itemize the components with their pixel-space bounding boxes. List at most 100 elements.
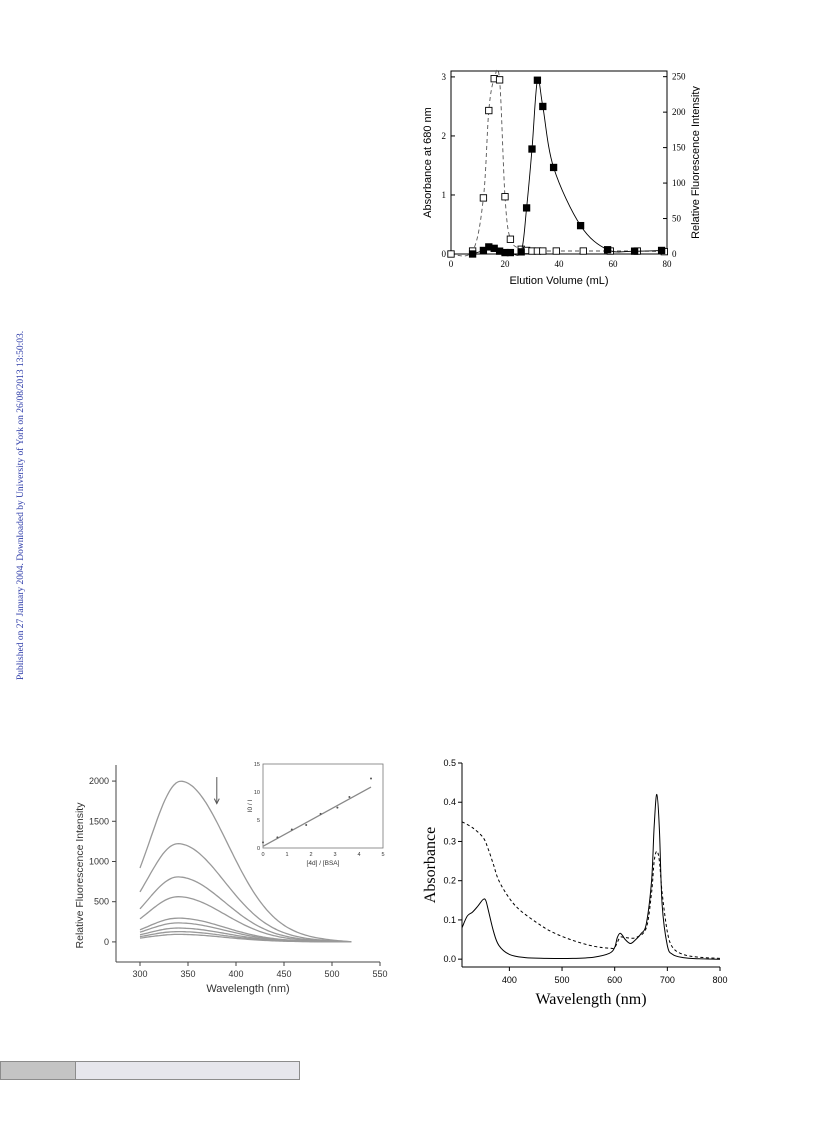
data-point — [506, 235, 515, 243]
inset-x-tick-label: 3 — [333, 852, 336, 858]
inset-data-point — [290, 828, 293, 831]
data-point — [485, 106, 493, 115]
inset-fit-line — [262, 786, 372, 847]
data-point — [468, 250, 477, 258]
emission-curve — [139, 842, 352, 943]
y-axis-label: Absorbance — [422, 827, 439, 903]
x-tick-label: 500 — [324, 969, 339, 979]
y-tick-label: 1000 — [89, 856, 109, 866]
x-tick-label: 60 — [609, 259, 619, 269]
y2-tick-label: 250 — [672, 72, 686, 82]
y-tick-label: 0.0 — [443, 954, 456, 964]
x-tick-label: 800 — [712, 975, 727, 985]
x-axis-label: Wavelength (nm) — [535, 991, 646, 1008]
footer-bar-left — [1, 1062, 76, 1079]
x-tick-label: 40 — [555, 259, 565, 269]
data-point — [549, 163, 558, 172]
footer-bar-right — [76, 1062, 299, 1079]
inset-x-axis-label: [4d] / [BSA] — [307, 860, 340, 867]
data-point — [603, 246, 612, 254]
y-tick-label: 0.4 — [443, 797, 456, 807]
inset-x-tick-label: 2 — [309, 852, 312, 858]
inset-data-point — [305, 824, 308, 827]
inset-data-point — [276, 836, 279, 839]
y2-tick-label: 50 — [672, 214, 682, 224]
y2-tick-label: 150 — [672, 143, 686, 153]
inset-data-point — [370, 777, 372, 780]
series-line-1 — [450, 69, 665, 257]
x-axis-label: Elution Volume (mL) — [509, 275, 608, 287]
x-tick-label: 20 — [501, 259, 511, 269]
x-tick-label: 550 — [372, 969, 387, 979]
data-point — [528, 145, 536, 153]
inset-x-tick-label: 0 — [261, 852, 264, 858]
x-tick-label: 400 — [228, 969, 243, 979]
y2-tick-label: 200 — [672, 107, 686, 117]
y-axis-label: Absorbance at 680 nm — [422, 107, 434, 218]
inset-x-tick-label: 1 — [285, 852, 288, 858]
data-point — [539, 102, 547, 111]
decrease-arrow-head — [213, 798, 220, 805]
y-tick-label: 1500 — [89, 816, 109, 826]
y-tick-label: 3 — [442, 72, 447, 82]
data-point — [517, 248, 525, 256]
inset-data-point — [348, 796, 351, 799]
x-tick-label: 450 — [276, 969, 291, 979]
y-tick-label: 500 — [94, 897, 109, 907]
inset-y-tick-label: 0 — [257, 846, 260, 852]
download-watermark: Published on 27 January 2004. Downloaded… — [4, 270, 26, 690]
data-point — [522, 204, 531, 212]
data-point — [657, 246, 666, 255]
inset-x-tick-label: 4 — [357, 852, 360, 858]
data-point — [630, 247, 639, 255]
x-tick-label: 500 — [555, 975, 570, 985]
x-tick-label: 300 — [132, 969, 147, 979]
inset-data-point — [336, 806, 339, 809]
inset-data-point — [262, 841, 264, 844]
data-point — [495, 76, 504, 84]
emission-curve — [139, 933, 352, 943]
x-tick-label: 80 — [663, 259, 673, 269]
data-point — [479, 194, 488, 202]
series-line-2 — [472, 78, 662, 256]
inset-data-point — [319, 812, 322, 815]
data-point — [579, 247, 587, 255]
x-axis-label: Wavelength (nm) — [206, 983, 289, 995]
data-point — [539, 247, 547, 255]
y-tick-label: 0.1 — [443, 915, 456, 925]
data-point — [552, 247, 560, 255]
y-tick-label: 0 — [104, 937, 109, 947]
y2-tick-label: 0 — [672, 249, 677, 259]
x-tick-label: 600 — [607, 975, 622, 985]
inset-y-tick-label: 5 — [257, 818, 260, 824]
data-point — [533, 76, 542, 84]
emission-curve — [139, 780, 352, 943]
data-point — [501, 193, 509, 201]
y2-tick-label: 100 — [672, 178, 686, 188]
y-tick-label: 0 — [442, 249, 447, 259]
fluorescence-quenching-chart: 300 350 400 450 500 5500500100015002000Wavele… — [74, 762, 388, 995]
y-tick-label: 0.5 — [443, 758, 456, 768]
x-tick-label: 700 — [660, 975, 675, 985]
data-point — [576, 221, 585, 230]
x-tick-label: 0 — [449, 259, 454, 269]
x-tick-label: 350 — [180, 969, 195, 979]
inset-y-tick-label: 10 — [254, 790, 260, 796]
plot-frame — [450, 70, 668, 255]
y-tick-label: 2000 — [89, 776, 109, 786]
absorbance-spectrum-chart: 400 500 600 700 800 0.0 0.1 0.2 0.3 0.4 0.5 Wavelen… — [422, 758, 728, 1008]
data-point — [447, 250, 455, 258]
inset-x-tick-label: 5 — [381, 852, 384, 858]
y2-axis-label: Relative Fluorescence Intensity — [690, 86, 700, 239]
data-point — [506, 248, 515, 257]
spectrum-line-2 — [461, 821, 721, 959]
inset-y-axis-label: I0 / I — [247, 799, 254, 812]
footer-bar — [0, 1061, 300, 1080]
spectrum-line-1 — [461, 793, 721, 960]
x-tick-label: 400 — [502, 975, 517, 985]
y-tick-label: 2 — [442, 131, 447, 141]
y-axis-label: Relative Fluorescence Intensity — [74, 802, 86, 949]
inset-y-tick-label: 15 — [254, 762, 260, 768]
download-watermark-text: Published on 27 January 2004. Downloaded… — [16, 330, 26, 680]
